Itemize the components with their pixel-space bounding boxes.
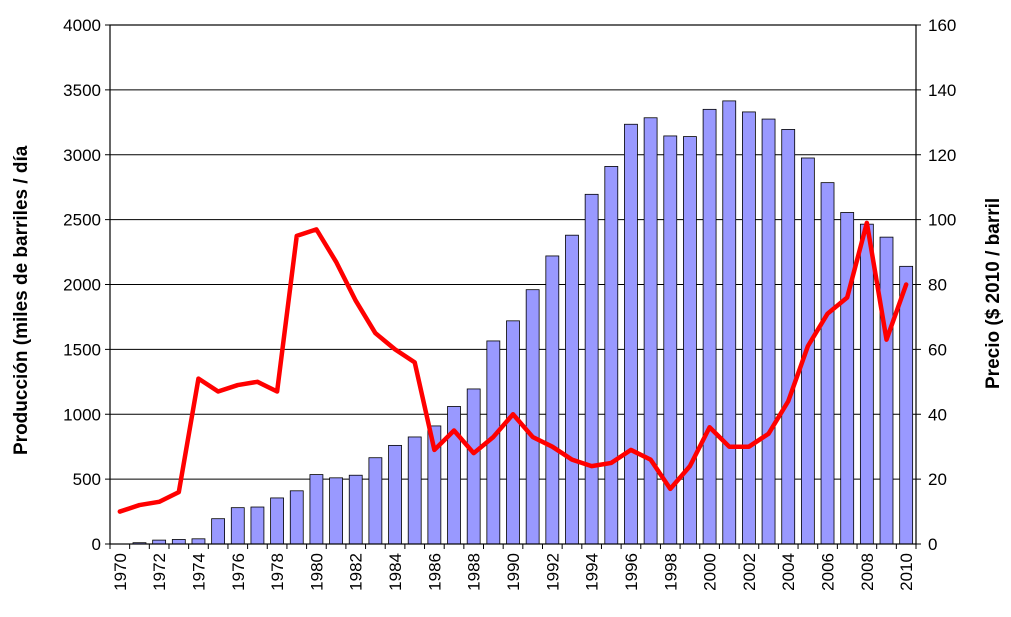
x-tick-label: 1984 xyxy=(386,553,405,591)
bar-1973 xyxy=(171,539,186,545)
left-tick-label: 1000 xyxy=(63,405,101,424)
line-series-price xyxy=(117,220,909,514)
bar-1981 xyxy=(329,477,343,545)
bar-1982 xyxy=(348,474,363,545)
bar-1995 xyxy=(604,166,619,545)
left-tick-label: 4000 xyxy=(63,16,101,35)
right-tick-label: 60 xyxy=(928,340,947,359)
x-tick-label: 1982 xyxy=(347,553,366,591)
left-tick-label: 500 xyxy=(73,470,101,489)
right-axis-title: Precio ($ 2010 / barril xyxy=(983,198,1004,389)
bar-1990 xyxy=(506,320,520,545)
x-tick-label: 1998 xyxy=(661,553,680,591)
x-tick-label: 1992 xyxy=(543,553,562,591)
right-tick-label: 40 xyxy=(928,405,947,424)
x-tick-label: 1978 xyxy=(268,553,287,591)
left-tick-label: 2500 xyxy=(63,211,101,230)
right-tick-label: 100 xyxy=(928,211,956,230)
left-axis-ticks: 0 500 1000 1500 2000 2500 3000 3500 4000 xyxy=(63,16,110,554)
bar-1978 xyxy=(270,497,284,545)
x-tick-label: 1996 xyxy=(622,553,641,591)
x-tick-label: 1994 xyxy=(583,553,602,591)
x-tick-label: 1974 xyxy=(189,553,208,591)
bar-2003 xyxy=(761,118,776,545)
bar-1991 xyxy=(525,289,540,545)
x-tick-label: 1986 xyxy=(425,553,444,591)
bar-1997 xyxy=(643,117,658,545)
bar-1988 xyxy=(466,388,481,545)
bar-1992 xyxy=(545,255,560,545)
left-tick-label: 2000 xyxy=(63,276,101,295)
right-tick-label: 80 xyxy=(928,276,947,295)
bar-1974 xyxy=(191,538,206,545)
x-tick-label: 2004 xyxy=(779,553,798,591)
bar-1993 xyxy=(565,234,579,545)
bar-2004 xyxy=(781,129,796,545)
x-tick-label: 2002 xyxy=(740,553,759,591)
bar-2007 xyxy=(840,212,855,545)
bar-1985 xyxy=(407,436,422,545)
x-tick-label: 1988 xyxy=(465,553,484,591)
x-tick-label: 2008 xyxy=(858,553,877,591)
bar-2002 xyxy=(742,111,756,545)
bar-1994 xyxy=(584,193,599,545)
x-tick-label: 1976 xyxy=(229,553,248,591)
bar-1975 xyxy=(211,518,226,545)
left-tick-label: 3000 xyxy=(63,146,101,165)
x-tick-label: 1980 xyxy=(307,553,326,591)
left-axis-title: Producción (miles de barriles / día xyxy=(11,145,32,455)
bar-1979 xyxy=(289,490,304,545)
bar-2001 xyxy=(722,100,737,545)
bar-1987 xyxy=(447,406,461,545)
x-tick-label: 1972 xyxy=(150,553,169,591)
left-tick-label: 3500 xyxy=(63,81,101,100)
bar-2008 xyxy=(859,223,874,545)
x-tick-label: 1990 xyxy=(504,553,523,591)
x-axis-ticks: 1970 1972 1974 1976 1978 1980 1982 1984 1986 1988… xyxy=(109,544,917,591)
right-tick-label: 140 xyxy=(928,81,956,100)
right-tick-label: 0 xyxy=(928,535,937,554)
bar-1996 xyxy=(624,123,638,545)
x-tick-label: 2010 xyxy=(897,553,916,591)
bar-1977 xyxy=(250,506,265,545)
right-tick-label: 160 xyxy=(928,16,956,35)
bar-1980 xyxy=(309,474,324,545)
bar-2009 xyxy=(879,236,894,545)
left-tick-label: 0 xyxy=(92,535,101,554)
bar-1984 xyxy=(388,444,402,545)
bar-2010 xyxy=(899,265,914,545)
bar-2006 xyxy=(820,182,835,545)
bar-1983 xyxy=(368,457,383,545)
left-tick-label: 1500 xyxy=(63,340,101,359)
right-axis-ticks: 0 20 40 60 80 100 120 140 160 xyxy=(916,16,956,554)
right-tick-label: 120 xyxy=(928,146,956,165)
x-tick-label: 2006 xyxy=(819,553,838,591)
bar-1999 xyxy=(683,136,697,545)
bar-1976 xyxy=(230,507,245,545)
right-tick-label: 20 xyxy=(928,470,947,489)
bar-2000 xyxy=(702,108,717,545)
x-tick-label: 1970 xyxy=(111,553,130,591)
x-tick-label: 2000 xyxy=(701,553,720,591)
